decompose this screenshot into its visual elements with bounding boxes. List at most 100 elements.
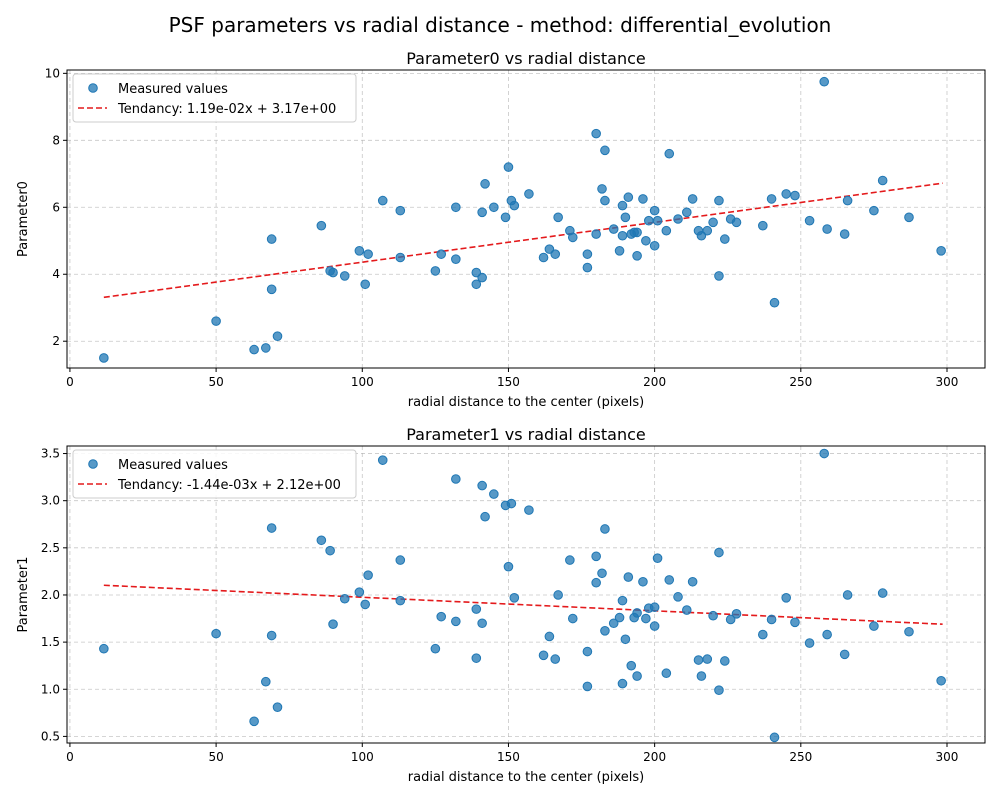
- data-point: [649, 205, 660, 216]
- data-point: [325, 545, 335, 556]
- data-point: [430, 643, 441, 654]
- data-point: [249, 344, 259, 355]
- data-point: [804, 215, 815, 226]
- data-point: [842, 195, 853, 206]
- trend-line: [103, 182, 943, 299]
- data-point: [489, 202, 499, 213]
- data-point: [363, 570, 373, 580]
- y-axis-label: Parameter0: [16, 181, 31, 257]
- data-point: [582, 249, 593, 259]
- data-point: [363, 249, 373, 259]
- data-point: [600, 195, 610, 206]
- data-point: [582, 646, 593, 657]
- data-point: [266, 234, 277, 244]
- data-point: [600, 145, 610, 156]
- data-point: [451, 202, 461, 213]
- data-point: [620, 634, 631, 645]
- data-point: [617, 200, 628, 211]
- data-point: [638, 194, 648, 204]
- data-point: [623, 572, 634, 582]
- data-point: [869, 621, 879, 631]
- data-point: [714, 195, 724, 206]
- data-point: [99, 353, 109, 363]
- data-point: [673, 214, 683, 224]
- data-point: [804, 638, 815, 648]
- data-point: [377, 455, 388, 465]
- data-point: [617, 678, 628, 689]
- data-point: [641, 613, 651, 624]
- legend-marker-points: [88, 83, 98, 93]
- data-point: [480, 511, 490, 522]
- data-point: [272, 331, 283, 341]
- y-tick-label: 2: [52, 334, 60, 348]
- data-point: [661, 225, 672, 236]
- data-point: [822, 629, 832, 640]
- data-point: [261, 343, 271, 353]
- x-tick-label: 300: [936, 750, 959, 764]
- x-tick-label: 0: [66, 750, 74, 764]
- data-point: [500, 212, 511, 223]
- data-point: [272, 702, 283, 712]
- y-tick-label: 10: [45, 66, 60, 80]
- data-point: [591, 577, 601, 588]
- data-point: [781, 189, 791, 199]
- data-point: [725, 614, 736, 625]
- legend-label-points: Measured values: [118, 458, 228, 473]
- data-point: [480, 179, 490, 189]
- data-point: [266, 523, 277, 533]
- plot-frame: [66, 69, 986, 369]
- data-point: [339, 593, 350, 604]
- data-point: [819, 448, 830, 459]
- data-point: [687, 194, 698, 204]
- data-point: [661, 668, 672, 679]
- data-point: [477, 480, 487, 491]
- data-point: [538, 650, 549, 661]
- y-axis-label: Parameter1: [16, 557, 31, 633]
- data-point: [451, 616, 461, 627]
- data-point: [316, 535, 327, 546]
- x-tick-label: 150: [497, 375, 520, 389]
- plot-frame: [66, 445, 986, 744]
- data-point: [506, 498, 517, 509]
- data-point: [781, 593, 791, 603]
- data-point: [702, 654, 713, 664]
- data-point: [632, 671, 642, 681]
- data-point: [600, 524, 610, 534]
- data-point: [617, 595, 628, 606]
- data-point: [550, 249, 561, 259]
- y-tick-label: 0.5: [41, 729, 60, 743]
- y-tick-label: 2.0: [41, 588, 60, 602]
- data-point: [524, 189, 534, 199]
- data-point: [266, 630, 277, 641]
- data-point: [632, 227, 642, 238]
- data-point: [681, 207, 692, 218]
- legend-marker-points: [88, 459, 98, 469]
- data-point: [904, 626, 914, 637]
- legend-label-trend: Tendancy: 1.19e-02x + 3.17e+00: [117, 102, 336, 117]
- data-point: [339, 271, 350, 281]
- data-point: [600, 626, 610, 636]
- data-point: [714, 271, 724, 281]
- data-point: [608, 224, 619, 234]
- data-point: [731, 609, 742, 619]
- data-point: [720, 234, 730, 244]
- data-point: [608, 618, 619, 629]
- data-point: [509, 200, 520, 211]
- data-point: [477, 618, 487, 629]
- data-point: [643, 215, 654, 226]
- data-point: [550, 654, 561, 664]
- data-point: [99, 643, 109, 654]
- data-point: [649, 240, 660, 251]
- data-point: [664, 575, 675, 585]
- data-point: [538, 252, 549, 263]
- data-point: [471, 653, 482, 663]
- data-point: [758, 629, 768, 640]
- data-point: [819, 76, 830, 87]
- data-point: [708, 610, 718, 621]
- data-point: [758, 220, 768, 231]
- x-tick-label: 300: [936, 375, 959, 389]
- data-point: [769, 732, 780, 743]
- data-point: [664, 148, 675, 159]
- data-point: [632, 608, 642, 618]
- data-point: [839, 649, 850, 660]
